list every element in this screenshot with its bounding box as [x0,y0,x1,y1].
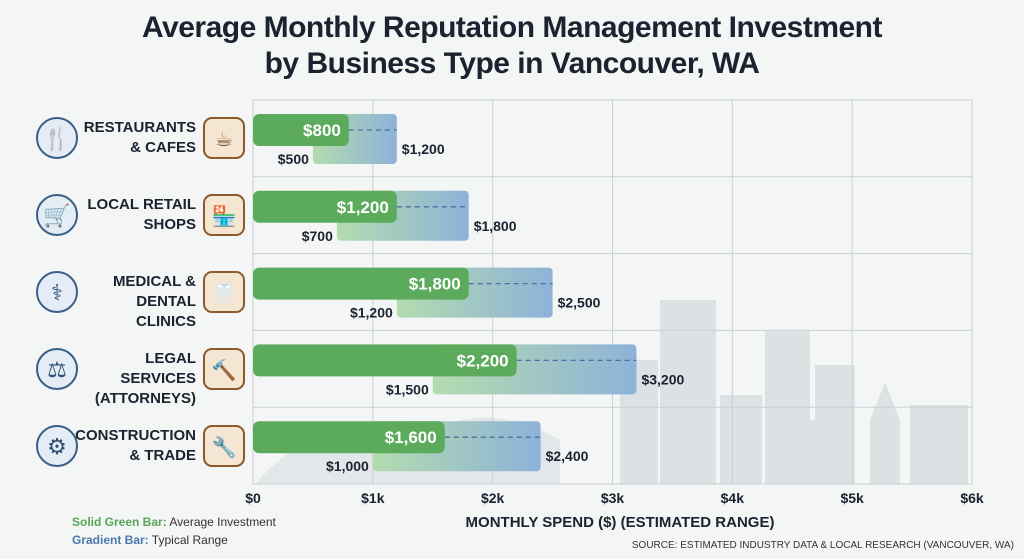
category-label-line-2: & TRADE [129,446,196,464]
category-label-line-1: MEDICAL & [112,273,196,290]
range-low-label: $1,000 [326,458,369,474]
svg-text:⚙: ⚙ [47,435,67,460]
range-high-label: $3,200 [641,371,684,387]
legend-solid-text: Average Investment [166,515,276,529]
average-value-label: $2,200 [457,351,509,370]
hardhat-gear-icon: ⚙ [32,421,82,471]
gavel-icon: 🔨 [200,345,248,393]
category-label-line-2: (ATTORNEYS) [94,389,196,407]
category-label-line-1: CONSTRUCTION [75,426,196,444]
legend-gradient-text: Typical Range [148,533,228,547]
cutlery-icon: 🍴 [32,113,82,163]
range-low-label: $1,200 [350,305,393,321]
range-high-label: $2,400 [546,448,589,464]
svg-text:🏪: 🏪 [212,204,237,228]
average-value-label: $1,800 [409,275,461,294]
range-high-label: $1,200 [402,141,445,157]
chart-title: Average Monthly Reputation Management In… [0,10,1024,82]
coffee-cup-icon: ☕ [200,114,248,162]
category-label: CONSTRUCTION & TRADE [74,426,196,466]
average-value-label: $1,200 [337,198,389,217]
x-tick-label: $4k [721,490,745,506]
svg-text:🛒: 🛒 [43,203,70,229]
title-line-2: by Business Type in Vancouver, WA [264,47,760,80]
category-label-line-2: & CAFES [130,139,196,157]
category-label-line-1: LEGAL SERVICES [120,349,196,387]
svg-text:☕: ☕ [215,127,233,151]
category-label: LOCAL RETAIL SHOPS [74,195,196,235]
x-axis-title: MONTHLY SPEND ($) (ESTIMATED RANGE) [465,514,775,531]
range-high-label: $2,500 [558,295,601,311]
range-low-label: $1,500 [386,381,429,397]
svg-text:🦷: 🦷 [212,281,237,305]
category-label-line-2: DENTAL CLINICS [136,293,196,330]
source-note: SOURCE: ESTIMATED INDUSTRY DATA & LOCAL … [631,540,1014,551]
range-low-label: $500 [278,151,309,167]
x-axis-ticks: $0 $1k $2k $3k $4k $5k $6k [245,490,984,506]
x-tick-label: $3k [601,490,625,506]
x-tick-label: $0 [245,490,261,506]
category-label: RESTAURANTS & CAFES [74,118,196,158]
x-tick-label: $1k [361,490,385,506]
storefront-icon: 🏪 [200,191,248,239]
average-bar [253,267,469,300]
average-bar [253,114,349,146]
average-value-label: $800 [303,121,341,140]
legend-solid: Solid Green Bar: Average Investment [72,514,276,530]
svg-text:🍴: 🍴 [43,126,70,152]
average-value-label: $1,600 [385,428,437,447]
wrench-screwdriver-icon: 🔧 [200,422,248,470]
svg-text:🔧: 🔧 [212,435,237,459]
svg-text:🔨: 🔨 [212,358,237,382]
average-bar [253,421,445,454]
average-bar [253,344,517,377]
svg-text:⚖: ⚖ [47,358,67,383]
bars-group: $800$500$1,200$1,200$700$1,800$1,800$1,2… [253,114,685,474]
scales-icon: ⚖ [32,344,82,394]
caduceus-icon: ⚕ [32,267,82,317]
title-line-1: Average Monthly Reputation Management In… [141,11,883,44]
shopping-cart-icon: 🛒 [32,190,82,240]
range-high-label: $1,800 [474,218,517,234]
category-label: LEGAL SERVICES (ATTORNEYS) [74,349,196,409]
category-label-line-1: LOCAL RETAIL [87,196,196,214]
average-bar [253,190,397,223]
legend-gradient: Gradient Bar: Typical Range [72,532,228,548]
x-tick-label: $6k [960,490,984,506]
range-low-label: $700 [302,228,333,244]
tooth-icon: 🦷 [200,268,248,316]
category-label-line-2: SHOPS [143,216,196,234]
svg-text:⚕: ⚕ [51,281,63,306]
x-tick-label: $2k [481,490,505,506]
legend-solid-key: Solid Green Bar: [72,515,167,529]
legend-gradient-key: Gradient Bar: [72,533,149,547]
category-label: MEDICAL & DENTAL CLINICS [74,272,196,332]
x-tick-label: $5k [840,490,864,506]
category-label-line-1: RESTAURANTS [83,119,196,137]
